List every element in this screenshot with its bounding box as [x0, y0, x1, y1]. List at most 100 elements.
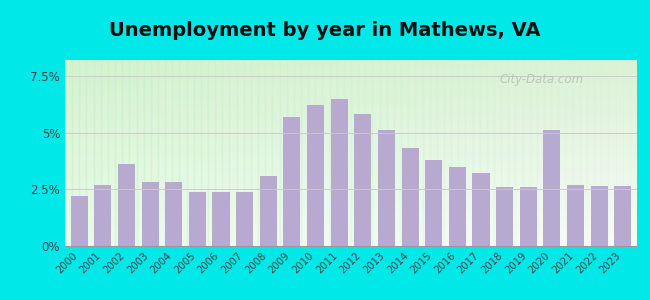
Bar: [65, 235, 637, 236]
Bar: [65, 199, 637, 200]
Bar: [287, 60, 294, 246]
Bar: [65, 244, 637, 245]
Bar: [65, 184, 637, 185]
Bar: [65, 147, 637, 148]
Bar: [65, 191, 637, 193]
Bar: [65, 238, 637, 240]
Bar: [65, 127, 637, 128]
Bar: [566, 60, 573, 246]
Bar: [272, 60, 280, 246]
Bar: [65, 190, 637, 191]
Text: City-Data.com: City-Data.com: [500, 73, 584, 86]
Bar: [65, 84, 637, 85]
Bar: [244, 60, 251, 246]
Bar: [65, 208, 637, 209]
Bar: [65, 95, 637, 96]
Bar: [65, 121, 637, 122]
Bar: [65, 62, 637, 64]
Bar: [437, 60, 444, 246]
Bar: [65, 170, 637, 172]
Bar: [351, 60, 358, 246]
Bar: [65, 173, 637, 174]
Bar: [65, 72, 637, 74]
Bar: [187, 60, 194, 246]
Bar: [65, 101, 637, 102]
Bar: [201, 60, 208, 246]
Bar: [337, 60, 344, 246]
Bar: [65, 100, 637, 101]
Bar: [65, 237, 637, 238]
Bar: [65, 163, 637, 164]
Bar: [65, 118, 637, 119]
Bar: [65, 97, 637, 98]
Bar: [65, 240, 637, 241]
Bar: [551, 60, 558, 246]
Bar: [65, 75, 637, 76]
Bar: [608, 60, 616, 246]
Bar: [65, 85, 637, 86]
Bar: [65, 131, 637, 132]
Bar: [408, 60, 415, 246]
Bar: [94, 185, 111, 246]
Bar: [260, 176, 277, 246]
Bar: [189, 192, 206, 246]
Bar: [144, 60, 151, 246]
Bar: [65, 196, 637, 198]
Bar: [65, 206, 637, 208]
Bar: [365, 60, 372, 246]
Bar: [473, 60, 480, 246]
Bar: [465, 60, 473, 246]
Bar: [65, 169, 637, 170]
Bar: [65, 81, 637, 82]
Bar: [65, 115, 637, 116]
Bar: [65, 222, 637, 224]
Bar: [501, 60, 508, 246]
Bar: [494, 60, 501, 246]
Bar: [65, 96, 637, 97]
Bar: [358, 60, 365, 246]
Bar: [65, 162, 637, 163]
Bar: [65, 168, 637, 169]
Bar: [65, 234, 637, 235]
Bar: [65, 189, 637, 190]
Bar: [65, 164, 637, 165]
Bar: [94, 60, 101, 246]
Bar: [496, 187, 513, 246]
Bar: [65, 149, 637, 151]
Bar: [65, 80, 637, 81]
Bar: [65, 182, 637, 183]
Bar: [65, 216, 637, 217]
Bar: [65, 205, 637, 206]
Text: Unemployment by year in Mathews, VA: Unemployment by year in Mathews, VA: [109, 21, 541, 40]
Bar: [65, 157, 637, 158]
Bar: [65, 193, 637, 194]
Bar: [65, 177, 637, 178]
Bar: [65, 215, 637, 216]
Bar: [65, 119, 637, 121]
Bar: [65, 219, 637, 220]
Bar: [65, 126, 637, 127]
Bar: [65, 79, 637, 80]
Bar: [165, 182, 182, 246]
Bar: [65, 227, 637, 229]
Bar: [65, 141, 637, 142]
Bar: [65, 152, 637, 153]
Bar: [515, 60, 523, 246]
Bar: [65, 218, 637, 219]
Bar: [65, 116, 637, 117]
Bar: [280, 60, 287, 246]
Bar: [616, 60, 623, 246]
Bar: [65, 77, 637, 79]
Bar: [558, 60, 566, 246]
Bar: [65, 71, 637, 72]
Bar: [402, 148, 419, 246]
Bar: [65, 229, 637, 230]
Bar: [594, 60, 601, 246]
Bar: [65, 117, 637, 118]
Bar: [65, 221, 637, 222]
Bar: [601, 60, 608, 246]
Bar: [65, 86, 637, 87]
Bar: [65, 202, 637, 204]
Bar: [401, 60, 408, 246]
Bar: [65, 106, 637, 107]
